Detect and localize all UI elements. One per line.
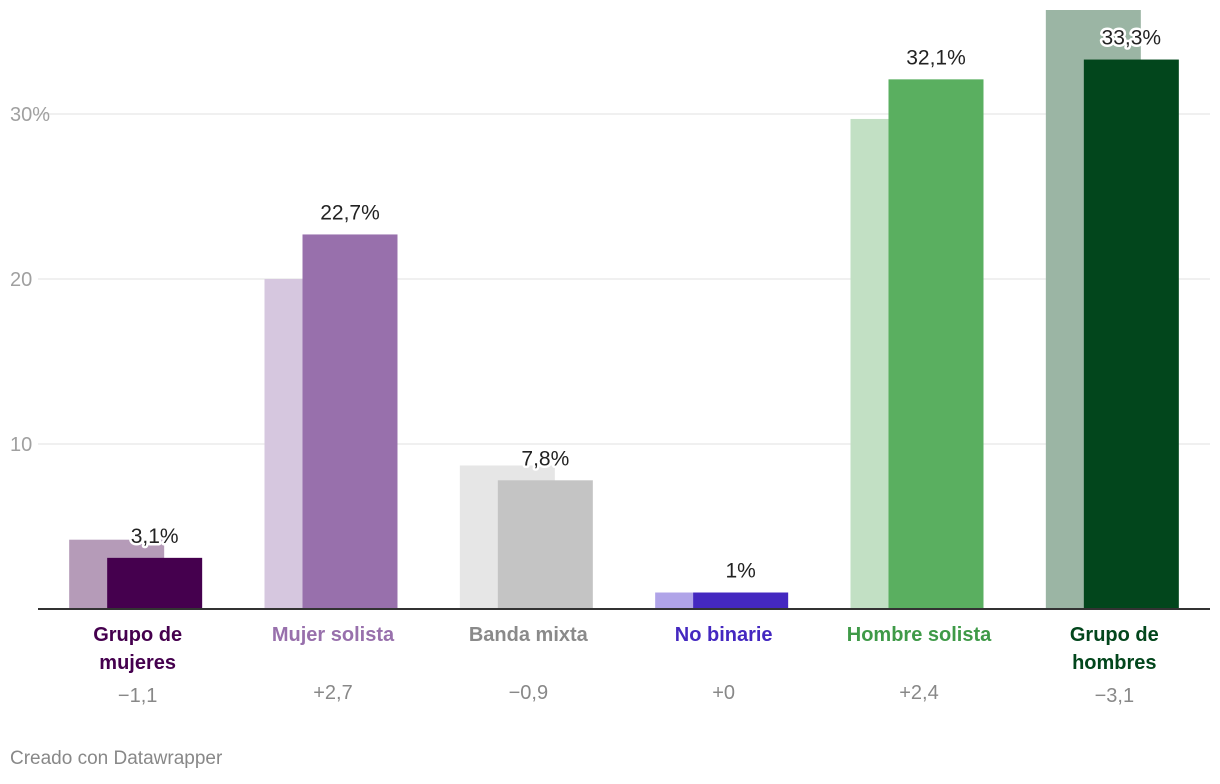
y-tick-label-20: 20 [10, 269, 32, 291]
bar-current-3[interactable] [693, 592, 789, 610]
change-label-0: −1,1 [118, 685, 157, 707]
category-label-0: mujeres [99, 652, 176, 674]
y-tick-label-30: 30% [10, 104, 50, 126]
bar-current-1[interactable] [302, 234, 398, 609]
chart-svg: 10 20 30% 3,1% Grupo de mujeres −1,1 22,7% Mujer… [10, 10, 1210, 707]
change-label-1: +2,7 [313, 682, 352, 704]
value-label-0: 3,1% [131, 525, 179, 548]
bar-current-0[interactable] [107, 557, 203, 609]
value-label-4: 32,1% [906, 46, 966, 69]
bar-current-4[interactable] [888, 79, 984, 610]
y-tick-label-10: 10 [10, 434, 32, 456]
grouped-bar-chart: 10 20 30% 3,1% Grupo de mujeres −1,1 22,7% Mujer… [10, 10, 1210, 707]
change-label-3: +0 [712, 682, 735, 704]
change-label-2: −0,9 [509, 682, 548, 704]
value-label-3: 1% [725, 560, 755, 583]
datawrapper-credit[interactable]: Creado con Datawrapper [10, 748, 223, 769]
bar-current-2[interactable] [497, 480, 593, 609]
category-label-1: Mujer solista [272, 624, 395, 646]
value-label-1: 22,7% [320, 201, 380, 224]
change-label-5: −3,1 [1095, 685, 1134, 707]
category-label-0: Grupo de [93, 624, 182, 646]
category-label-3: No binarie [675, 624, 773, 646]
category-label-5: Grupo de [1070, 624, 1159, 646]
value-label-5: 33,3% [1102, 27, 1162, 50]
category-label-5: hombres [1072, 652, 1156, 674]
change-label-4: +2,4 [899, 682, 938, 704]
value-label-2: 7,8% [521, 447, 569, 470]
category-label-2: Banda mixta [469, 624, 589, 646]
bar-current-5[interactable] [1083, 59, 1179, 610]
category-label-4: Hombre solista [847, 624, 992, 646]
